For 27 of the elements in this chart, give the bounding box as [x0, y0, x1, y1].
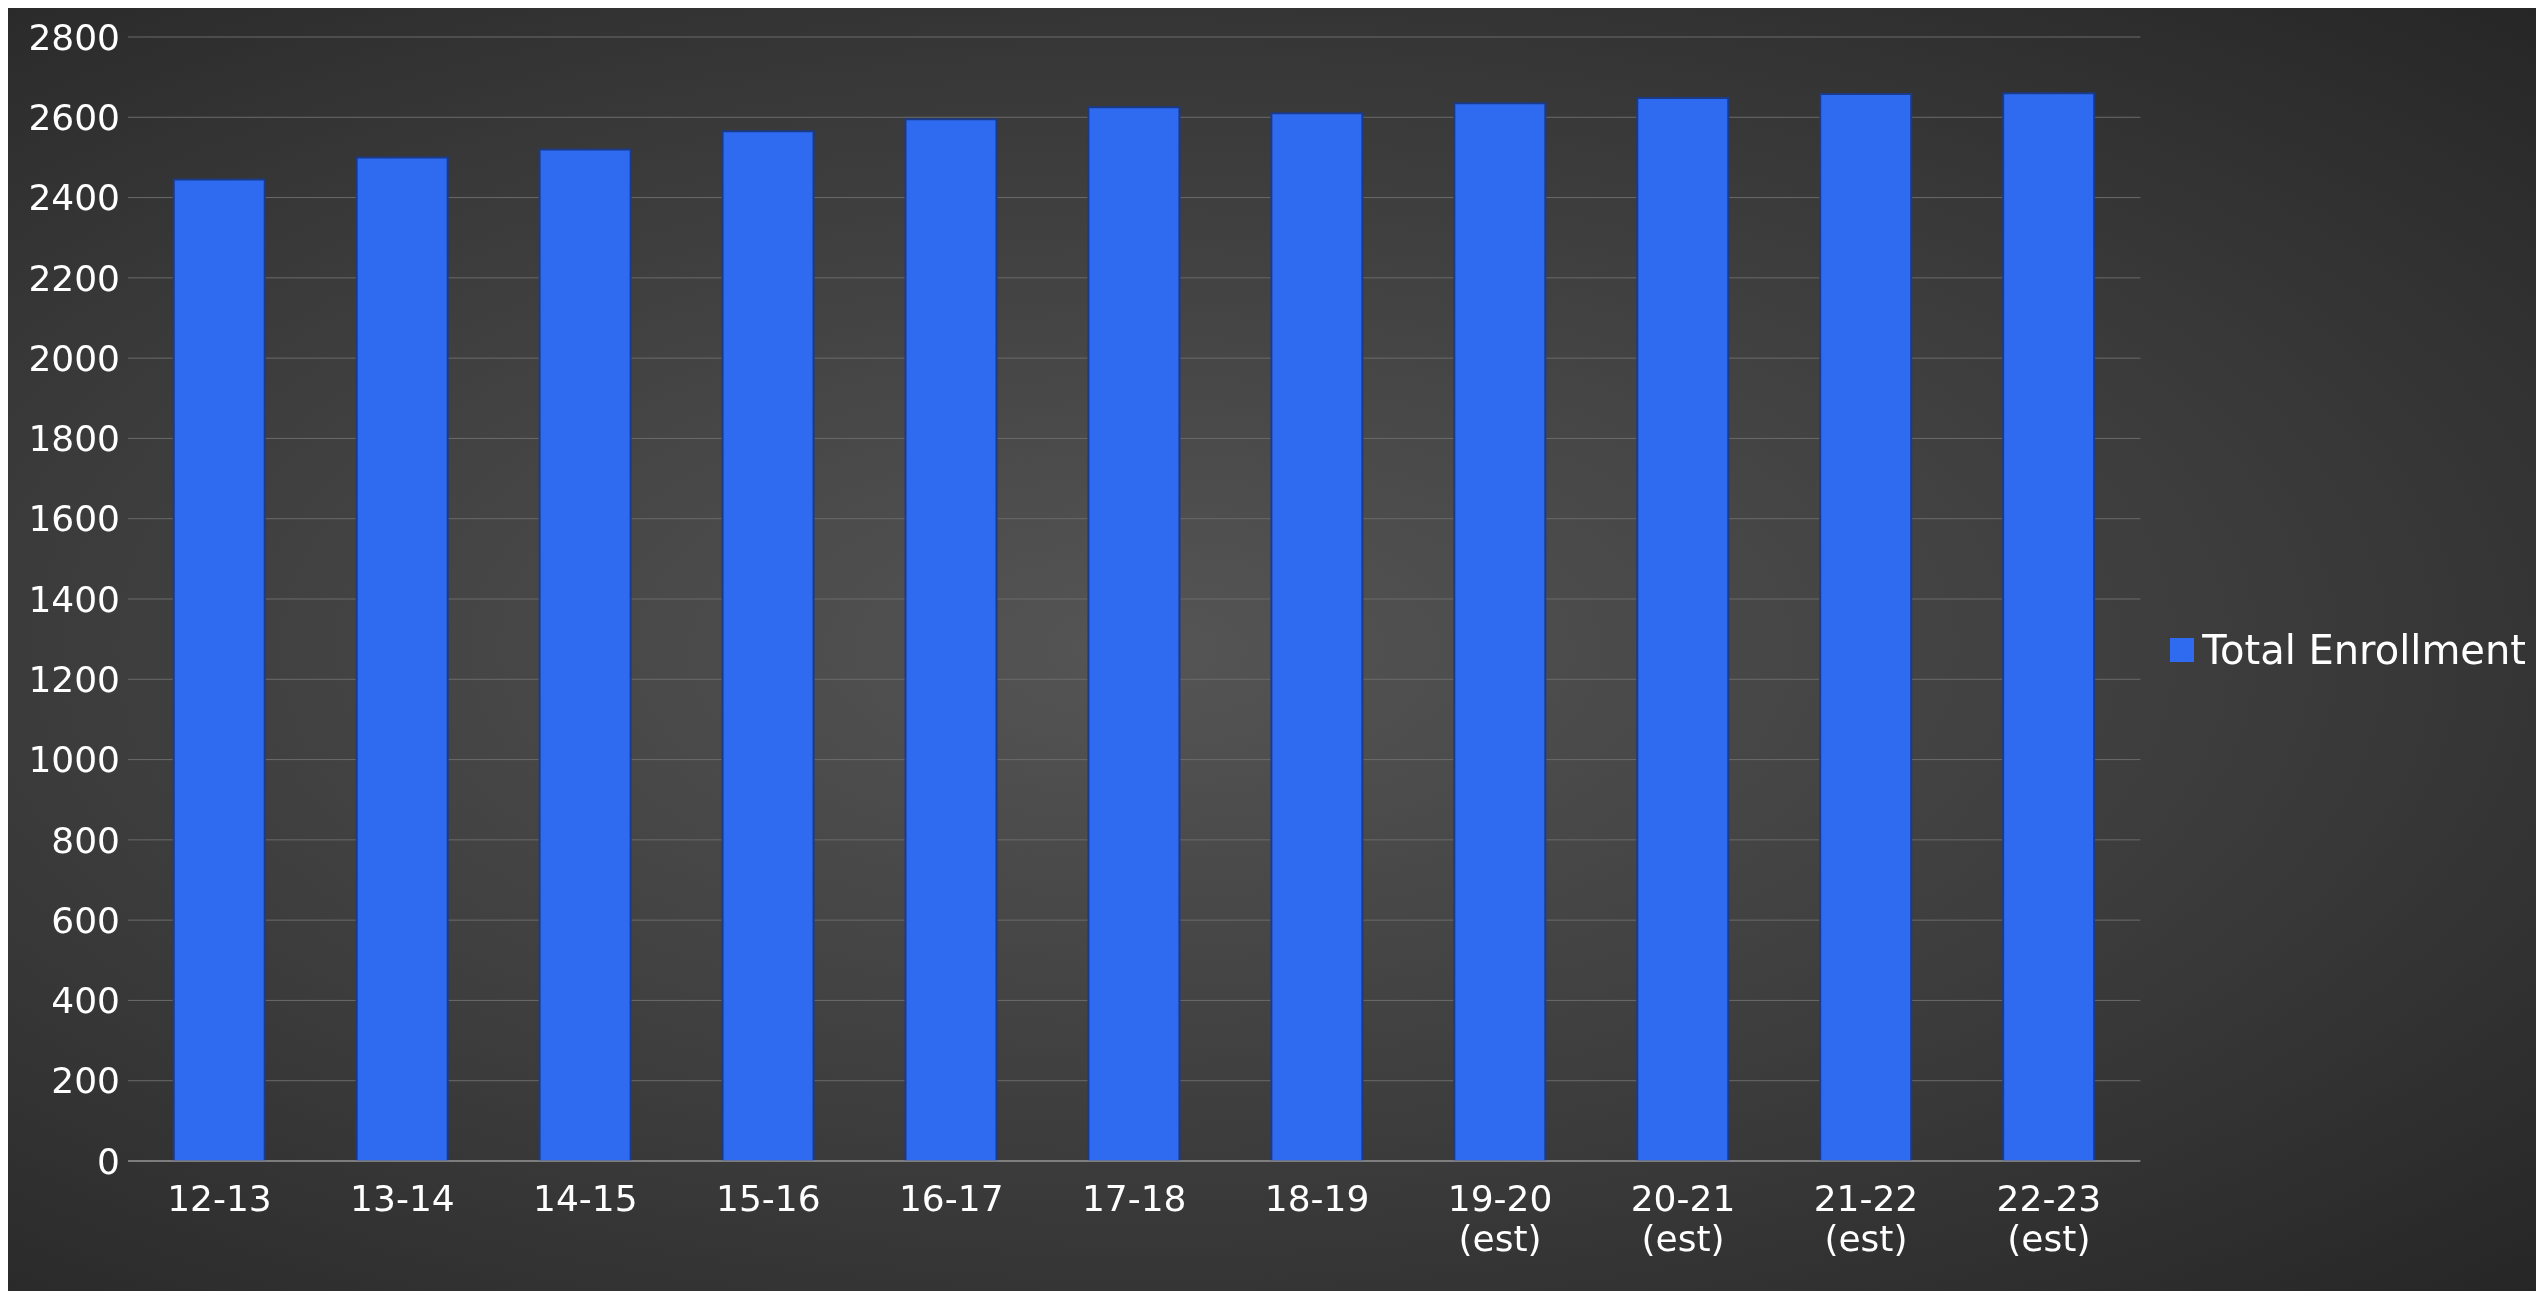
y-tick-label: 2000 [28, 337, 120, 379]
x-tick-label: 17-18 [1081, 1178, 1187, 1219]
y-tick-label: 600 [51, 899, 120, 941]
x-tick-label: 14-15 [533, 1178, 638, 1219]
x-tick-label: 19-20 (est) [1447, 1178, 1553, 1259]
x-tick-label: 13-14 [350, 1178, 455, 1219]
y-tick-label: 200 [51, 1060, 120, 1102]
x-tick-label: 18-19 [1264, 1178, 1370, 1219]
y-tick-label: 800 [51, 819, 120, 861]
y-tick-label: 2800 [28, 16, 120, 58]
x-tick-label: 21-22 (est) [1813, 1178, 1919, 1259]
y-tick-label: 1400 [28, 578, 120, 620]
x-tick-label: 16-17 [898, 1178, 1004, 1219]
x-tick-label: 20-21 (est) [1630, 1178, 1736, 1259]
y-tick-label: 2200 [28, 257, 120, 299]
x-tick-label: 12-13 [167, 1178, 272, 1219]
x-tick-label: 22-23 (est) [1996, 1178, 2102, 1259]
y-tick-label: 2600 [28, 97, 120, 139]
y-tick-label: 1200 [28, 659, 120, 701]
x-tick-label: 15-16 [715, 1178, 821, 1219]
y-tick-label: 2400 [28, 177, 120, 219]
y-tick-label: 1600 [28, 498, 120, 540]
y-tick-label: 1800 [28, 418, 120, 460]
y-tick-label: 400 [51, 980, 120, 1022]
y-tick-label: 1000 [28, 739, 120, 781]
text: Total Enrollment [2202, 626, 2526, 673]
y-tick-label: 0 [97, 1140, 120, 1182]
